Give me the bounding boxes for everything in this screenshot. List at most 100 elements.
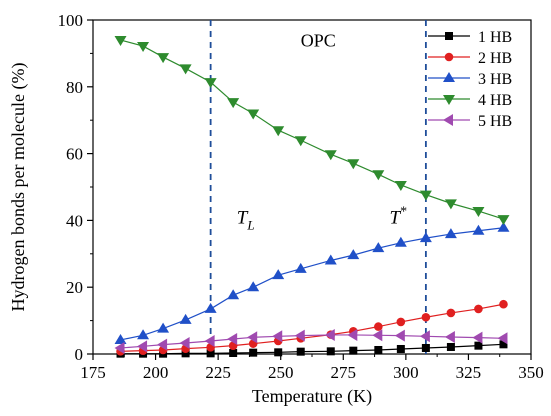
annotation-label: TL	[237, 208, 255, 233]
plot-frame	[92, 19, 532, 355]
data-point-1-hb	[396, 344, 405, 353]
x-axis-title: Temperature (K)	[252, 386, 372, 407]
data-point-4-hb	[497, 215, 510, 226]
data-point-4-hb	[114, 36, 127, 47]
x-tick-label: 175	[80, 363, 106, 382]
x-tick-label: 200	[143, 363, 169, 382]
data-point-2-hb	[446, 308, 456, 318]
data-point-3-hb	[394, 236, 407, 247]
annotation-subscript: L	[246, 218, 254, 233]
data-point-3-hb	[157, 322, 170, 333]
data-point-3-hb	[324, 254, 337, 265]
data-point-4-hb	[137, 42, 150, 53]
y-tick-label: 20	[66, 278, 83, 297]
data-point-2-hb	[499, 299, 508, 309]
data-point-2-hb	[396, 317, 406, 327]
data-point-4-hb	[324, 150, 337, 161]
data-point-2-hb	[374, 322, 383, 331]
data-point-4-hb	[272, 126, 285, 137]
data-point-5-hb	[294, 329, 305, 342]
data-point-1-hb	[274, 348, 283, 357]
data-point-5-hb	[204, 334, 215, 347]
data-point-1-hb	[474, 341, 483, 350]
x-tick-label: 325	[456, 363, 482, 382]
annotation-label: OPC	[301, 31, 336, 51]
x-tick-label: 225	[205, 363, 231, 382]
data-point-4-hb	[372, 170, 385, 181]
data-point-4-hb	[472, 207, 485, 218]
data-point-1-hb	[326, 347, 335, 356]
annotation-superscript: *	[400, 205, 407, 220]
data-point-5-hb	[247, 331, 258, 344]
annotation-label: T*	[390, 205, 408, 229]
data-point-4-hb	[294, 136, 307, 147]
data-point-3-hb	[137, 329, 150, 340]
data-point-5-hb	[497, 332, 508, 345]
data-point-1-hb	[499, 340, 508, 349]
series-line-3-hb	[120, 227, 504, 341]
data-point-5-hb	[472, 331, 483, 344]
data-point-4-hb	[227, 98, 240, 109]
data-point-1-hb	[349, 346, 358, 355]
x-tick-label: 300	[393, 363, 419, 382]
data-point-5-hb	[157, 338, 168, 351]
data-point-4-hb	[157, 53, 170, 64]
data-point-5-hb	[444, 330, 455, 343]
data-point-5-hb	[137, 340, 148, 353]
data-point-4-hb	[419, 190, 432, 201]
y-axis-title: Hydrogen bonds per molecule (%)	[8, 63, 29, 312]
legend-label-3-hb: 3 HB	[478, 71, 512, 88]
data-point-3-hb	[419, 232, 432, 243]
data-point-5-hb	[394, 329, 405, 342]
data-point-1-hb	[229, 348, 238, 357]
data-point-5-hb	[179, 336, 190, 349]
data-point-4-hb	[247, 109, 260, 120]
data-point-3-hb	[179, 313, 192, 324]
data-point-5-hb	[347, 328, 358, 341]
data-point-2-hb	[421, 312, 431, 322]
series-line-4-hb	[120, 39, 504, 220]
data-point-5-hb	[372, 329, 383, 342]
series-line-2-hb	[120, 303, 504, 352]
y-tick-label: 40	[66, 211, 83, 230]
data-point-4-hb	[179, 64, 192, 75]
data-point-4-hb	[444, 199, 457, 210]
y-tick-label: 0	[75, 345, 84, 364]
x-tick-label: 275	[331, 363, 357, 382]
data-point-3-hb	[472, 224, 485, 235]
data-point-5-hb	[272, 330, 283, 343]
data-point-5-hb	[227, 332, 238, 345]
data-point-3-hb	[204, 302, 217, 313]
data-point-5-hb	[419, 330, 430, 343]
data-point-3-hb	[272, 269, 285, 280]
data-point-1-hb	[296, 347, 305, 356]
data-point-3-hb	[372, 242, 385, 253]
data-point-3-hb	[294, 262, 307, 273]
x-tick-label: 250	[268, 363, 294, 382]
data-point-3-hb	[497, 221, 510, 232]
legend-marker-2-hb	[444, 52, 454, 62]
legend-marker-1-hb	[445, 32, 453, 40]
data-point-2-hb	[474, 304, 483, 314]
data-point-5-hb	[114, 341, 125, 354]
data-point-4-hb	[394, 180, 407, 191]
y-tick-label: 80	[66, 78, 83, 97]
data-point-4-hb	[204, 78, 217, 89]
data-point-3-hb	[347, 249, 360, 260]
legend-label-4-hb: 4 HB	[478, 92, 512, 109]
data-point-5-hb	[324, 328, 335, 341]
legend-marker-4-hb	[443, 95, 455, 105]
legend-marker-3-hb	[443, 72, 455, 82]
data-point-3-hb	[247, 281, 260, 292]
data-point-3-hb	[444, 228, 457, 239]
legend-marker-5-hb	[443, 114, 453, 126]
y-tick-label: 100	[58, 11, 84, 30]
data-point-3-hb	[114, 333, 127, 344]
data-point-4-hb	[347, 159, 360, 170]
data-point-1-hb	[181, 349, 190, 358]
data-point-1-hb	[206, 349, 215, 358]
y-tick-label: 60	[66, 145, 83, 164]
data-point-1-hb	[374, 345, 383, 354]
